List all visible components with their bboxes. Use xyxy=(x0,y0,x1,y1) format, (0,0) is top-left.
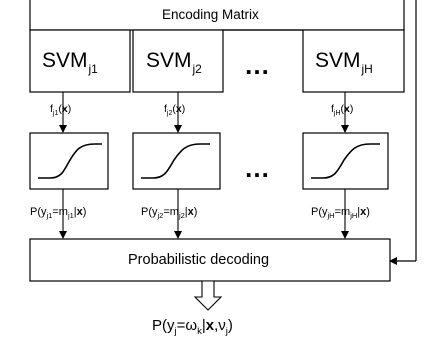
svm-label-2: SVMj2 xyxy=(146,49,202,76)
probability-label-2: P(yj2=mj2|x) xyxy=(141,206,198,220)
svm-box-1 xyxy=(29,29,131,93)
svm-box-3 xyxy=(302,29,405,93)
probability-label-1: P(yj1=mj1|x) xyxy=(30,206,87,220)
output-hollow-arrow xyxy=(193,280,223,311)
decision-function-label-1: fj1(x) xyxy=(50,103,72,117)
decision-function-label-2: fj2(x) xyxy=(164,103,186,117)
decoder-label: Probabilistic decoding xyxy=(128,252,270,268)
sigmoid-box-2 xyxy=(132,132,221,190)
svm-ellipsis: … xyxy=(244,50,273,80)
svm-label-1: SVMj1 xyxy=(42,49,98,76)
decision-function-label-3: fjH(x) xyxy=(331,103,354,117)
sigmoid-box-3 xyxy=(302,132,389,190)
encoding-matrix-label: Encoding Matrix xyxy=(162,7,259,22)
sigmoid-ellipsis: … xyxy=(244,153,273,183)
sigmoid-curve-3 xyxy=(311,143,380,179)
encoding-matrix-box xyxy=(29,0,405,31)
decoder-box xyxy=(29,238,391,282)
sigmoid-curve-2 xyxy=(141,143,210,179)
svm-label-3: SVMjH xyxy=(315,49,373,76)
output-label: P(yj=ωk|x,νj) xyxy=(152,317,233,337)
sigmoid-curve-1 xyxy=(38,143,102,179)
probability-label-3: P(yjH=mjH|x) xyxy=(311,206,370,220)
svm-box-2 xyxy=(132,29,224,93)
